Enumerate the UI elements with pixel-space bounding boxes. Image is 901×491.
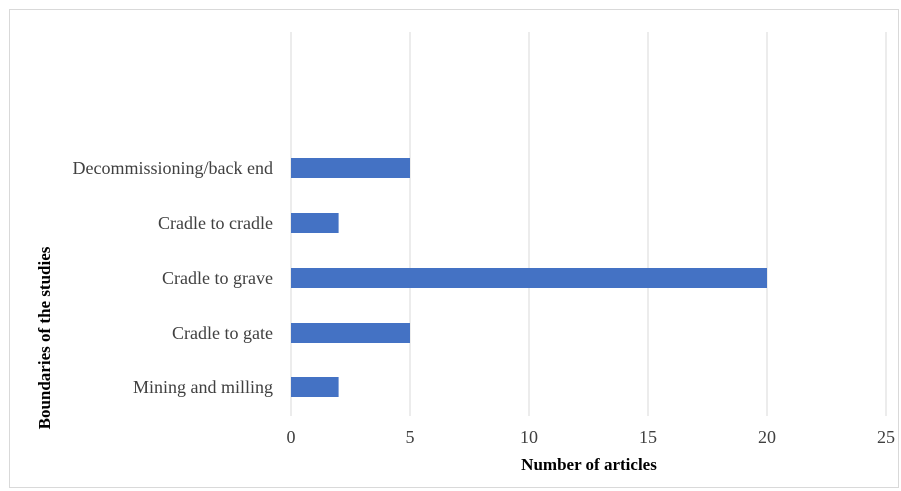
chart-frame (9, 9, 899, 488)
x-tick-label: 10 (520, 427, 538, 447)
category-labels: Mining and milling Cradle to gate Cradle t… (73, 158, 273, 397)
bar (291, 377, 339, 397)
bar (291, 158, 410, 178)
bar (291, 213, 339, 233)
category-label: Cradle to grave (162, 268, 273, 288)
x-tick-label: 20 (758, 427, 776, 447)
category-label: Cradle to gate (172, 323, 273, 343)
x-tick-label: 0 (287, 427, 296, 447)
bar (291, 323, 410, 343)
y-axis-title: Boundaries of the studies (35, 246, 54, 429)
category-label: Decommissioning/back end (73, 158, 273, 178)
x-tick-label: 15 (639, 427, 657, 447)
bars (291, 158, 767, 397)
bar (291, 268, 767, 288)
category-label: Cradle to cradle (158, 213, 273, 233)
category-label: Mining and milling (133, 377, 273, 397)
x-tick-label: 5 (406, 427, 415, 447)
x-axis-title: Number of articles (521, 455, 657, 474)
gridlines (290, 32, 887, 416)
x-tick-label: 25 (877, 427, 895, 447)
x-tick-labels: 0 5 10 15 20 25 (287, 427, 896, 447)
